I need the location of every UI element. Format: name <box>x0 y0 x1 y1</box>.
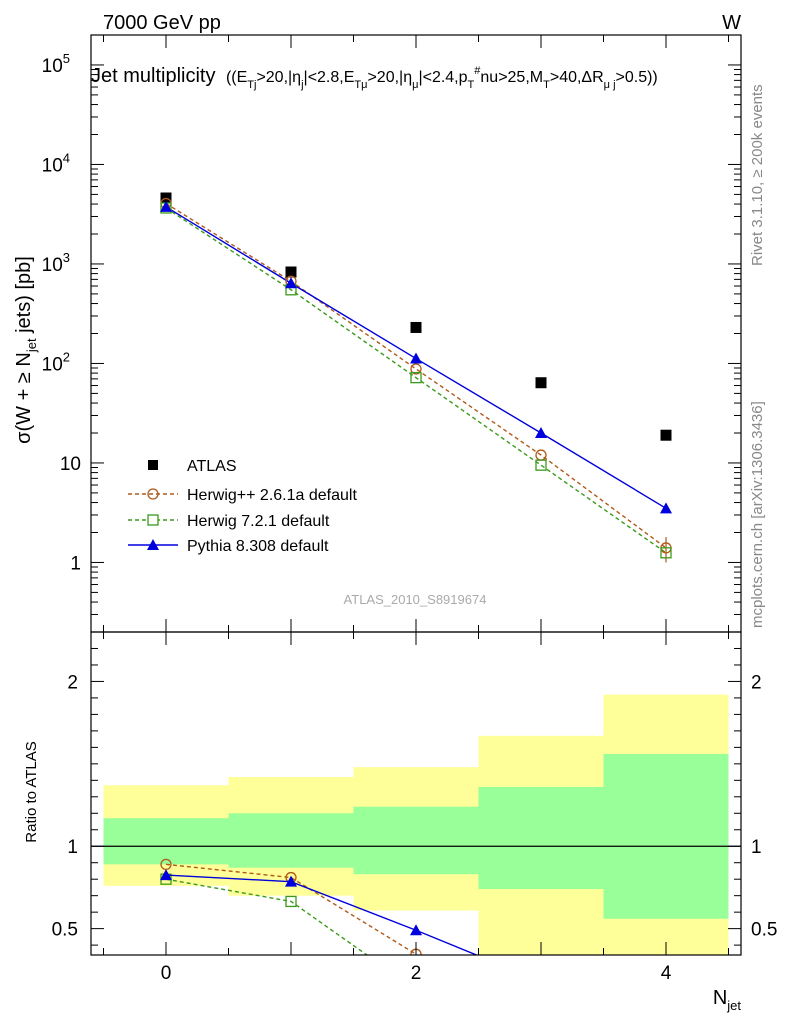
ratio-plot-area <box>91 694 741 955</box>
main-point-atlas-1 <box>285 266 297 278</box>
ratio-line-herwigpp <box>165 863 417 955</box>
ratio-ytick-label-left: 2 <box>67 672 78 693</box>
ratio-band-inner-1 <box>228 813 354 868</box>
ratio-band-inner-2 <box>353 806 479 875</box>
main-point-herwig7-3 <box>535 459 547 471</box>
legend-label-herwigpp: Herwig++ 2.6.1a default <box>187 487 357 504</box>
main-point-pythia-3 <box>535 427 547 438</box>
legend-label-herwig7: Herwig 7.2.1 default <box>187 513 330 530</box>
chart-title: Jet multiplicity ((ETj>20,|ηj|<2.8,ETμ>2… <box>91 65 658 91</box>
legend: ATLAS Herwig++ 2.6.1a default Herwig 7.2… <box>128 458 357 555</box>
x-axis-label: Njet <box>713 987 742 1013</box>
ratio-ytick-label-right: 0.5 <box>751 920 777 941</box>
main-y-axis-label: σ(W + ≥ Njet jets) [pb] <box>13 256 39 444</box>
main-ytick-label: 105 <box>42 51 70 77</box>
legend-marker-herwig7 <box>147 514 159 526</box>
ratio-ytick-label-left: 0.5 <box>52 920 78 941</box>
ratio-ytick-label-left: 1 <box>67 837 78 858</box>
main-point-herwig7-2 <box>410 371 422 384</box>
ratio-line-pythia <box>165 874 479 955</box>
legend-entry-herwig7: Herwig 7.2.1 default <box>128 513 330 530</box>
x-tick-label: 4 <box>661 963 672 984</box>
x-tick-label: 2 <box>411 963 422 984</box>
legend-label-atlas: ATLAS <box>187 458 237 475</box>
rivet-version-label: Rivet 3.1.10, ≥ 200k events <box>749 84 766 266</box>
ratio-ytick-label-right: 1 <box>751 837 762 858</box>
ratio-point-pythia-2 <box>410 924 422 936</box>
ratio-series-group <box>160 858 479 955</box>
ratio-line-herwig7 <box>165 878 369 955</box>
main-point-atlas-3 <box>535 377 547 389</box>
main-point-herwigpp-2 <box>410 363 422 375</box>
ratio-ytick-label-right: 2 <box>751 672 762 693</box>
ratio-point-pythia-0 <box>160 869 172 881</box>
main-point-atlas-2 <box>410 321 422 333</box>
legend-marker-atlas <box>148 460 158 470</box>
main-point-herwig7-4 <box>660 547 672 559</box>
legend-entry-pythia: Pythia 8.308 default <box>128 538 329 555</box>
ratio-band-inner-0 <box>103 818 229 865</box>
header-energy-label: 7000 GeV pp <box>103 12 221 34</box>
main-point-pythia-2 <box>410 352 422 364</box>
main-plot-area <box>160 192 672 563</box>
main-line-herwig7 <box>165 207 667 554</box>
main-ytick-label: 104 <box>42 150 70 176</box>
ratio-point-pythia-1 <box>285 875 297 887</box>
ratio-y-axis-label: Ratio to ATLAS <box>23 741 40 842</box>
x-tick-label: 0 <box>161 963 172 984</box>
main-point-pythia-0 <box>160 200 172 212</box>
main-line-herwigpp <box>165 202 667 549</box>
legend-label-pythia: Pythia 8.308 default <box>187 538 329 555</box>
main-point-pythia-4 <box>660 502 672 514</box>
mcplots-label: mcplots.cern.ch [arXiv:1306.3436] <box>749 401 766 628</box>
main-ytick-label: 102 <box>42 349 70 375</box>
main-plot-frame: 1 10 102 103 104 105 <box>42 34 742 633</box>
legend-marker-pythia <box>147 539 159 550</box>
main-ytick-label: 1 <box>70 553 81 574</box>
main-ytick-label: 103 <box>42 250 70 276</box>
analysis-watermark: ATLAS_2010_S8919674 <box>344 592 487 607</box>
ratio-plot-frame: 0.5 0.5 1 1 2 2 0 2 4 <box>52 631 777 984</box>
legend-entry-atlas: ATLAS <box>148 458 237 475</box>
ratio-point-herwig7-1 <box>285 895 297 908</box>
legend-entry-herwigpp: Herwig++ 2.6.1a default <box>128 487 357 504</box>
ratio-band-inner-4 <box>603 753 729 919</box>
main-point-atlas-4 <box>660 429 672 441</box>
main-ytick-label: 10 <box>60 454 81 475</box>
header-process-label: W <box>722 12 741 34</box>
legend-marker-herwigpp <box>147 488 159 500</box>
ratio-band-inner-3 <box>478 786 604 890</box>
main-point-pythia-1 <box>285 277 297 289</box>
